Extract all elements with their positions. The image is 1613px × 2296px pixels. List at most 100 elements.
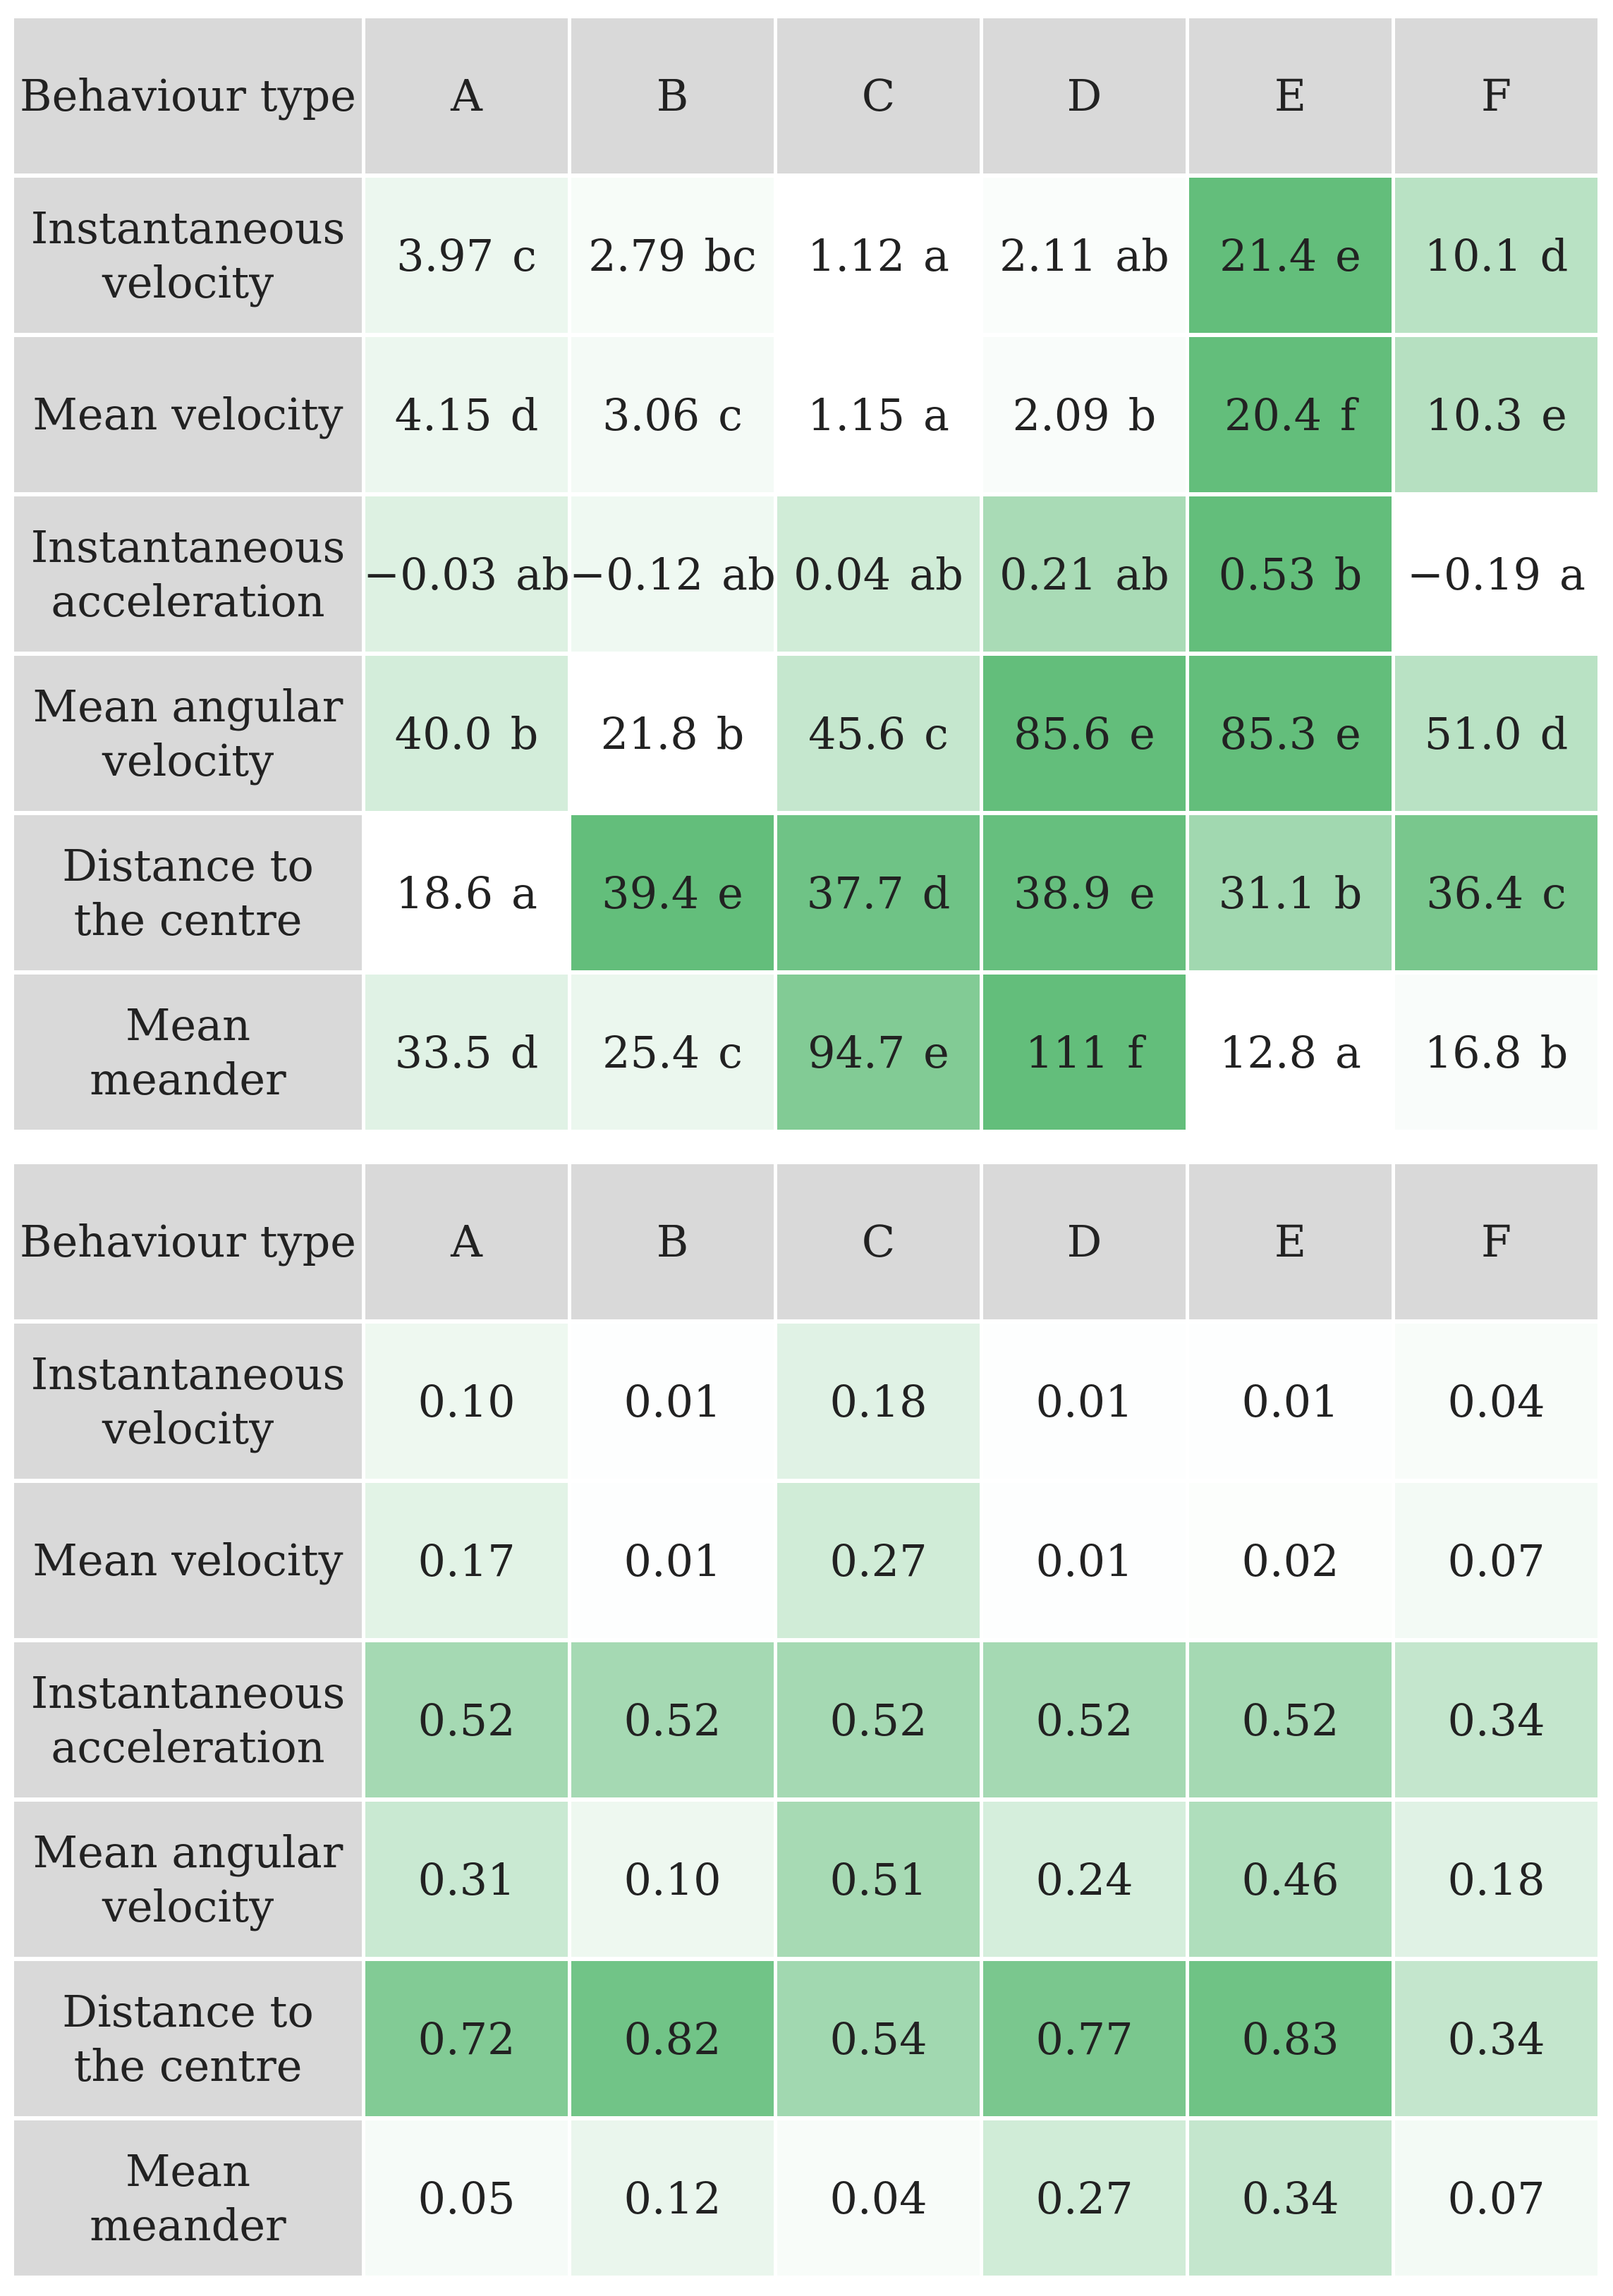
heatmap-cell: 4.15 d bbox=[365, 337, 571, 496]
heatmap-cell: 0.12 bbox=[571, 2120, 777, 2280]
significance-letter: a bbox=[1335, 1026, 1361, 1078]
cell-value: 0.83 bbox=[1241, 2013, 1339, 2065]
cell-value: 0.77 bbox=[1035, 2013, 1133, 2065]
heatmap-cell: 37.7 d bbox=[777, 815, 983, 975]
heatmap-cell: 3.97 c bbox=[365, 178, 571, 337]
significance-letter: e bbox=[1541, 389, 1567, 441]
significance-letter: a bbox=[923, 229, 949, 281]
cell-value: 0.52 bbox=[829, 1694, 927, 1746]
cell-value: 0.27 bbox=[1035, 2172, 1133, 2224]
cell-value: 0.12 bbox=[623, 2172, 722, 2224]
cell-value: 10.3 bbox=[1425, 389, 1523, 441]
heatmap-cell: −0.03 ab bbox=[363, 496, 571, 656]
significance-letter: c bbox=[1542, 867, 1566, 919]
cell-value: 0.01 bbox=[623, 1375, 722, 1427]
cell-value: 0.52 bbox=[1035, 1694, 1133, 1746]
significance-letter: ab bbox=[909, 548, 963, 600]
row-label: Mean velocity bbox=[14, 337, 365, 496]
heatmap-cell: 0.34 bbox=[1395, 1642, 1601, 1802]
heatmap-cell: 0.01 bbox=[983, 1324, 1189, 1483]
column-header-b: B bbox=[571, 18, 777, 178]
cell-value: 0.34 bbox=[1447, 1694, 1545, 1746]
heatmap-cell: −0.19 a bbox=[1395, 496, 1601, 656]
cell-value: 0.02 bbox=[1241, 1534, 1339, 1587]
row-label: Distance to the centre bbox=[14, 1961, 365, 2120]
cell-value: 21.4 bbox=[1219, 229, 1317, 281]
cell-value: 0.34 bbox=[1447, 2013, 1545, 2065]
heatmap-cell: 0.72 bbox=[365, 1961, 571, 2120]
heatmap-cell: 40.0 b bbox=[365, 656, 571, 815]
heatmap-cell: 0.83 bbox=[1189, 1961, 1395, 2120]
bottom-heatmap-table: Behaviour type A B C D E F Instantaneous veloci… bbox=[14, 1164, 1601, 2280]
significance-letter: d bbox=[1540, 707, 1569, 759]
column-header-f: F bbox=[1395, 1164, 1601, 1324]
heatmap-cell: 39.4 e bbox=[571, 815, 777, 975]
heatmap-cell: 0.34 bbox=[1395, 1961, 1601, 2120]
cell-value: 0.27 bbox=[829, 1534, 927, 1587]
row-label: Mean meander bbox=[14, 975, 365, 1134]
heatmap-cell: 10.1 d bbox=[1395, 178, 1601, 337]
heatmap-cell: 0.52 bbox=[777, 1642, 983, 1802]
cell-value: 16.8 bbox=[1424, 1026, 1522, 1078]
heatmap-cell: 0.27 bbox=[983, 2120, 1189, 2280]
heatmap-cell: 1.15 a bbox=[777, 337, 983, 496]
significance-letter: ab bbox=[1115, 229, 1169, 281]
cell-value: 0.10 bbox=[418, 1375, 516, 1427]
heatmap-cell: 0.54 bbox=[777, 1961, 983, 2120]
cell-value: 0.82 bbox=[623, 2013, 722, 2065]
heatmap-cell: 0.18 bbox=[1395, 1802, 1601, 1961]
cell-value: 0.04 bbox=[1447, 1375, 1545, 1427]
significance-letter: b bbox=[1540, 1026, 1569, 1078]
cell-value: 1.15 bbox=[807, 389, 906, 441]
significance-letter: d bbox=[922, 867, 951, 919]
cell-value: 31.1 bbox=[1218, 867, 1316, 919]
significance-letter: ab bbox=[1115, 548, 1169, 600]
heatmap-cell: 0.31 bbox=[365, 1802, 571, 1961]
significance-letter: ab bbox=[722, 548, 776, 600]
heatmap-cell: 21.4 e bbox=[1189, 178, 1395, 337]
cell-value: 4.15 bbox=[394, 389, 492, 441]
cell-value: 0.21 bbox=[999, 548, 1097, 600]
heatmap-cell: 18.6 a bbox=[365, 815, 571, 975]
heatmap-cell: 0.10 bbox=[365, 1324, 571, 1483]
significance-letter: e bbox=[1335, 707, 1361, 759]
cell-value: 0.05 bbox=[418, 2172, 516, 2224]
heatmap-cell: 0.18 bbox=[777, 1324, 983, 1483]
heatmap-cell: 0.17 bbox=[365, 1483, 571, 1642]
heatmap-cell: 0.01 bbox=[571, 1483, 777, 1642]
cell-value: 0.31 bbox=[418, 1853, 516, 1905]
heatmap-cell: 38.9 e bbox=[983, 815, 1189, 975]
cell-value: 85.6 bbox=[1014, 707, 1112, 759]
significance-letter: f bbox=[1340, 389, 1356, 441]
heatmap-cell: 2.79 bc bbox=[571, 178, 777, 337]
row-label: Mean velocity bbox=[14, 1483, 365, 1642]
heatmap-cell: 0.34 bbox=[1189, 2120, 1395, 2280]
significance-letter: b bbox=[1334, 548, 1363, 600]
cell-value: 0.72 bbox=[418, 2013, 516, 2065]
cell-value: 0.04 bbox=[829, 2172, 927, 2224]
cell-value: 0.07 bbox=[1447, 1534, 1545, 1587]
heatmap-cell: 0.77 bbox=[983, 1961, 1189, 2120]
significance-letter: c bbox=[924, 707, 949, 759]
cell-value: 45.6 bbox=[808, 707, 906, 759]
heatmap-cell: 45.6 c bbox=[777, 656, 983, 815]
significance-letter: a bbox=[923, 389, 949, 441]
top-heatmap-table: Behaviour type A B C D E F Instantaneous veloci… bbox=[14, 18, 1601, 1134]
heatmap-cell: −0.12 ab bbox=[569, 496, 777, 656]
column-header-c: C bbox=[777, 18, 983, 178]
corner-header: Behaviour type bbox=[14, 18, 365, 178]
heatmap-cell: 0.21 ab bbox=[983, 496, 1189, 656]
heatmap-cell: 25.4 c bbox=[571, 975, 777, 1134]
heatmap-cell: 10.3 e bbox=[1395, 337, 1601, 496]
cell-value: 40.0 bbox=[394, 707, 492, 759]
heatmap-cell: 3.06 c bbox=[571, 337, 777, 496]
heatmap-cell: 0.01 bbox=[1189, 1324, 1395, 1483]
cell-value: 85.3 bbox=[1219, 707, 1317, 759]
cell-value: 2.09 bbox=[1012, 389, 1110, 441]
column-header-a: A bbox=[365, 1164, 571, 1324]
significance-letter: b bbox=[510, 707, 539, 759]
row-label: Instantaneous acceleration bbox=[14, 1642, 365, 1802]
cell-value: 0.18 bbox=[829, 1375, 927, 1427]
significance-letter: ab bbox=[516, 548, 570, 600]
column-header-f: F bbox=[1395, 18, 1601, 178]
